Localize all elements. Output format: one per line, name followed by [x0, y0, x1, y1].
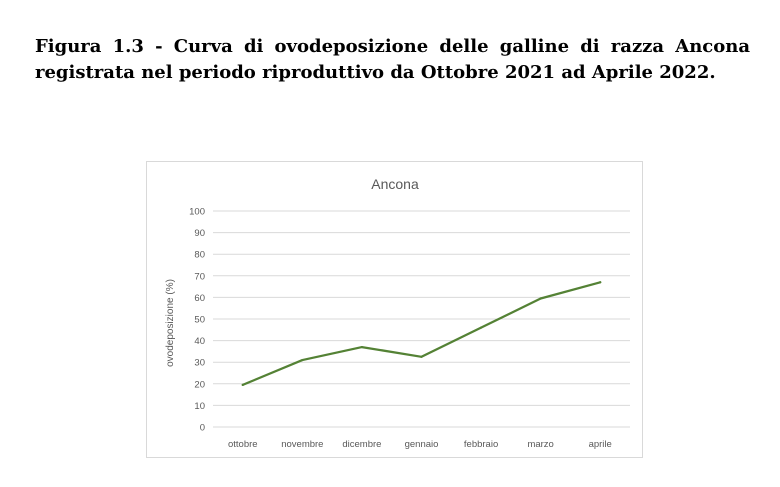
series-layer — [241, 281, 602, 387]
data-point — [241, 383, 244, 386]
y-tick-label: 50 — [194, 315, 205, 326]
gridlines — [213, 210, 630, 428]
x-tick-label: gennaio — [405, 439, 439, 450]
y-tick-label: 10 — [194, 401, 205, 412]
x-tick-label: aprile — [589, 439, 612, 450]
y-tick-label: 90 — [194, 228, 205, 239]
data-point — [301, 358, 304, 362]
data-point — [479, 326, 483, 329]
data-point — [599, 281, 602, 284]
y-tick-label: 40 — [194, 336, 205, 347]
y-tick-label: 0 — [200, 423, 205, 434]
chart-title: Ancona — [371, 176, 419, 192]
x-tick-label: dicembre — [342, 439, 381, 450]
data-point — [420, 355, 423, 358]
x-tick-label: marzo — [527, 439, 553, 450]
y-axis-ticks: 0 10 20 30 40 50 60 70 80 90 100 — [189, 207, 205, 434]
data-point — [539, 297, 542, 300]
figure-caption: Figura 1.3 - Curva di ovodeposizione del… — [35, 36, 750, 83]
data-point — [360, 345, 364, 349]
y-tick-label: 100 — [189, 207, 205, 218]
x-tick-label: novembre — [281, 439, 323, 450]
y-tick-label: 30 — [194, 358, 205, 369]
x-tick-label: febbraio — [464, 439, 498, 450]
chart-container: Ancona 0 10 20 30 40 50 60 70 80 90 100 ottobre nov… — [146, 161, 643, 458]
y-tick-label: 80 — [194, 250, 205, 261]
x-tick-label: ottobre — [228, 439, 258, 450]
y-tick-label: 70 — [194, 271, 205, 282]
x-axis-ticks: ottobre novembre dicembre gennaio febbraio ma… — [228, 439, 612, 450]
line-chart: Ancona 0 10 20 30 40 50 60 70 80 90 100 ottobre nov… — [165, 176, 630, 450]
y-tick-label: 60 — [194, 293, 205, 304]
y-axis-label: ovodeposizione (%) — [165, 279, 176, 367]
y-tick-label: 20 — [194, 379, 205, 390]
